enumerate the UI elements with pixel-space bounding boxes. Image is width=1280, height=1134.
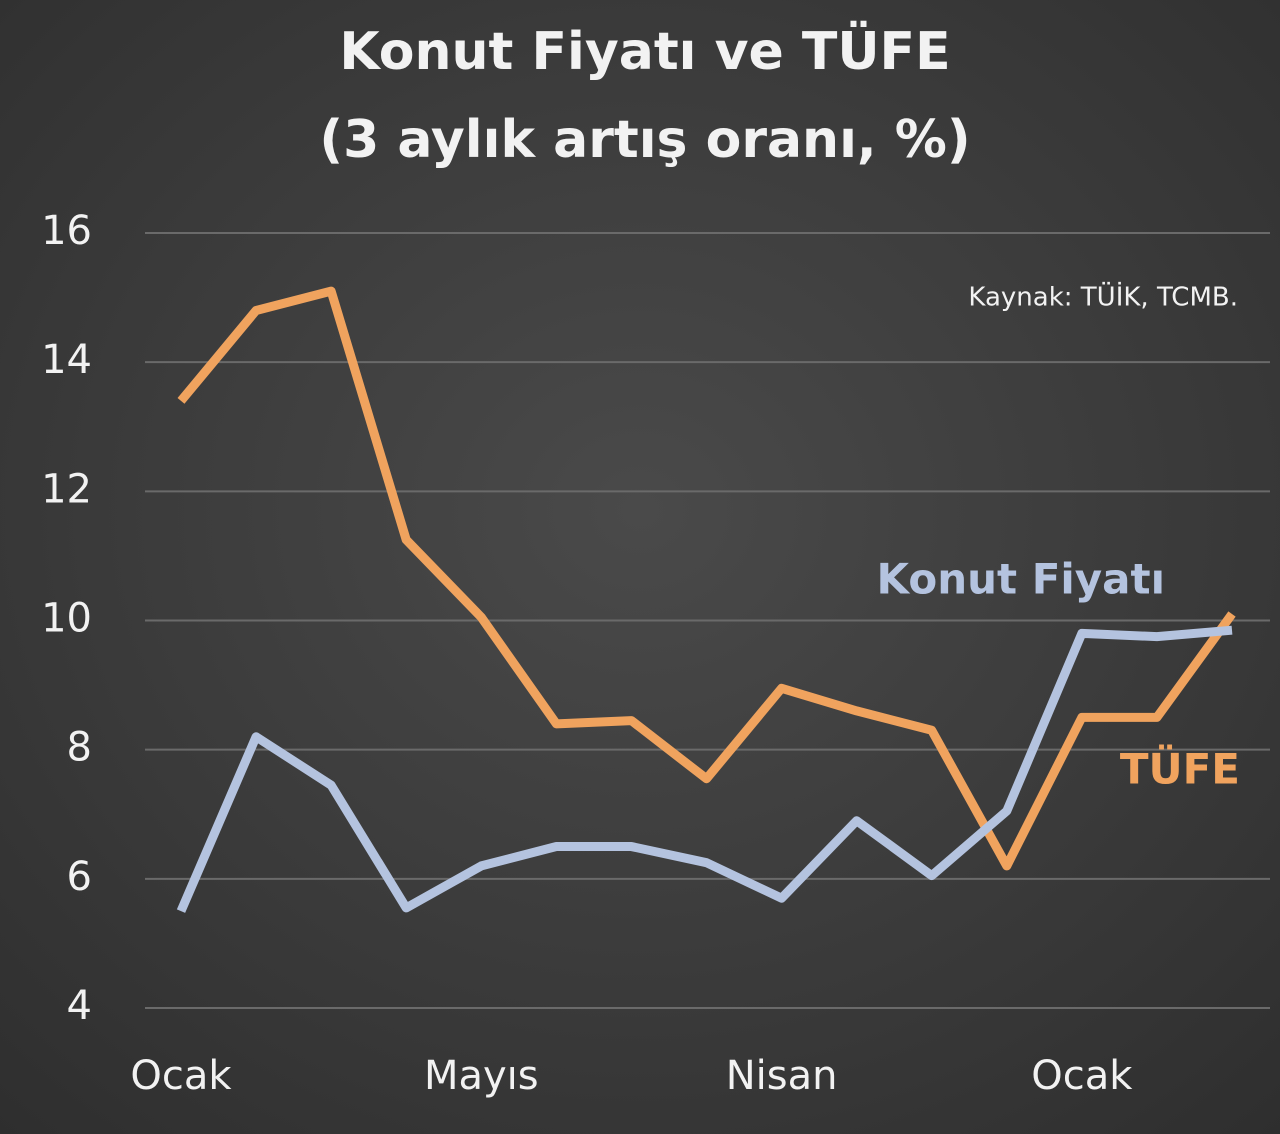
chart-subtitle: (3 aylık artış oranı, %) [319,110,970,170]
x-tick-label: Ocak [130,1053,232,1099]
y-tick-label: 16 [41,208,92,254]
y-tick-label: 12 [41,466,92,512]
x-tick-label: Mayıs [424,1053,539,1099]
y-tick-label: 6 [67,854,92,900]
series-line [176,625,1233,913]
y-tick-label: 8 [67,725,92,771]
chart-title: Konut Fiyatı ve TÜFE [339,20,950,82]
source-note: Kaynak: TÜİK, TCMB. [968,281,1238,313]
legend-label: Konut Fiyatı [877,555,1165,604]
x-tick-label: Ocak [1031,1053,1133,1099]
series-line [177,286,1236,871]
legend-label: TÜFE [1120,744,1240,794]
y-tick-label: 14 [41,337,92,383]
x-tick-label: Nisan [726,1053,838,1099]
y-tick-label: 4 [67,983,92,1029]
y-tick-label: 10 [41,596,92,642]
